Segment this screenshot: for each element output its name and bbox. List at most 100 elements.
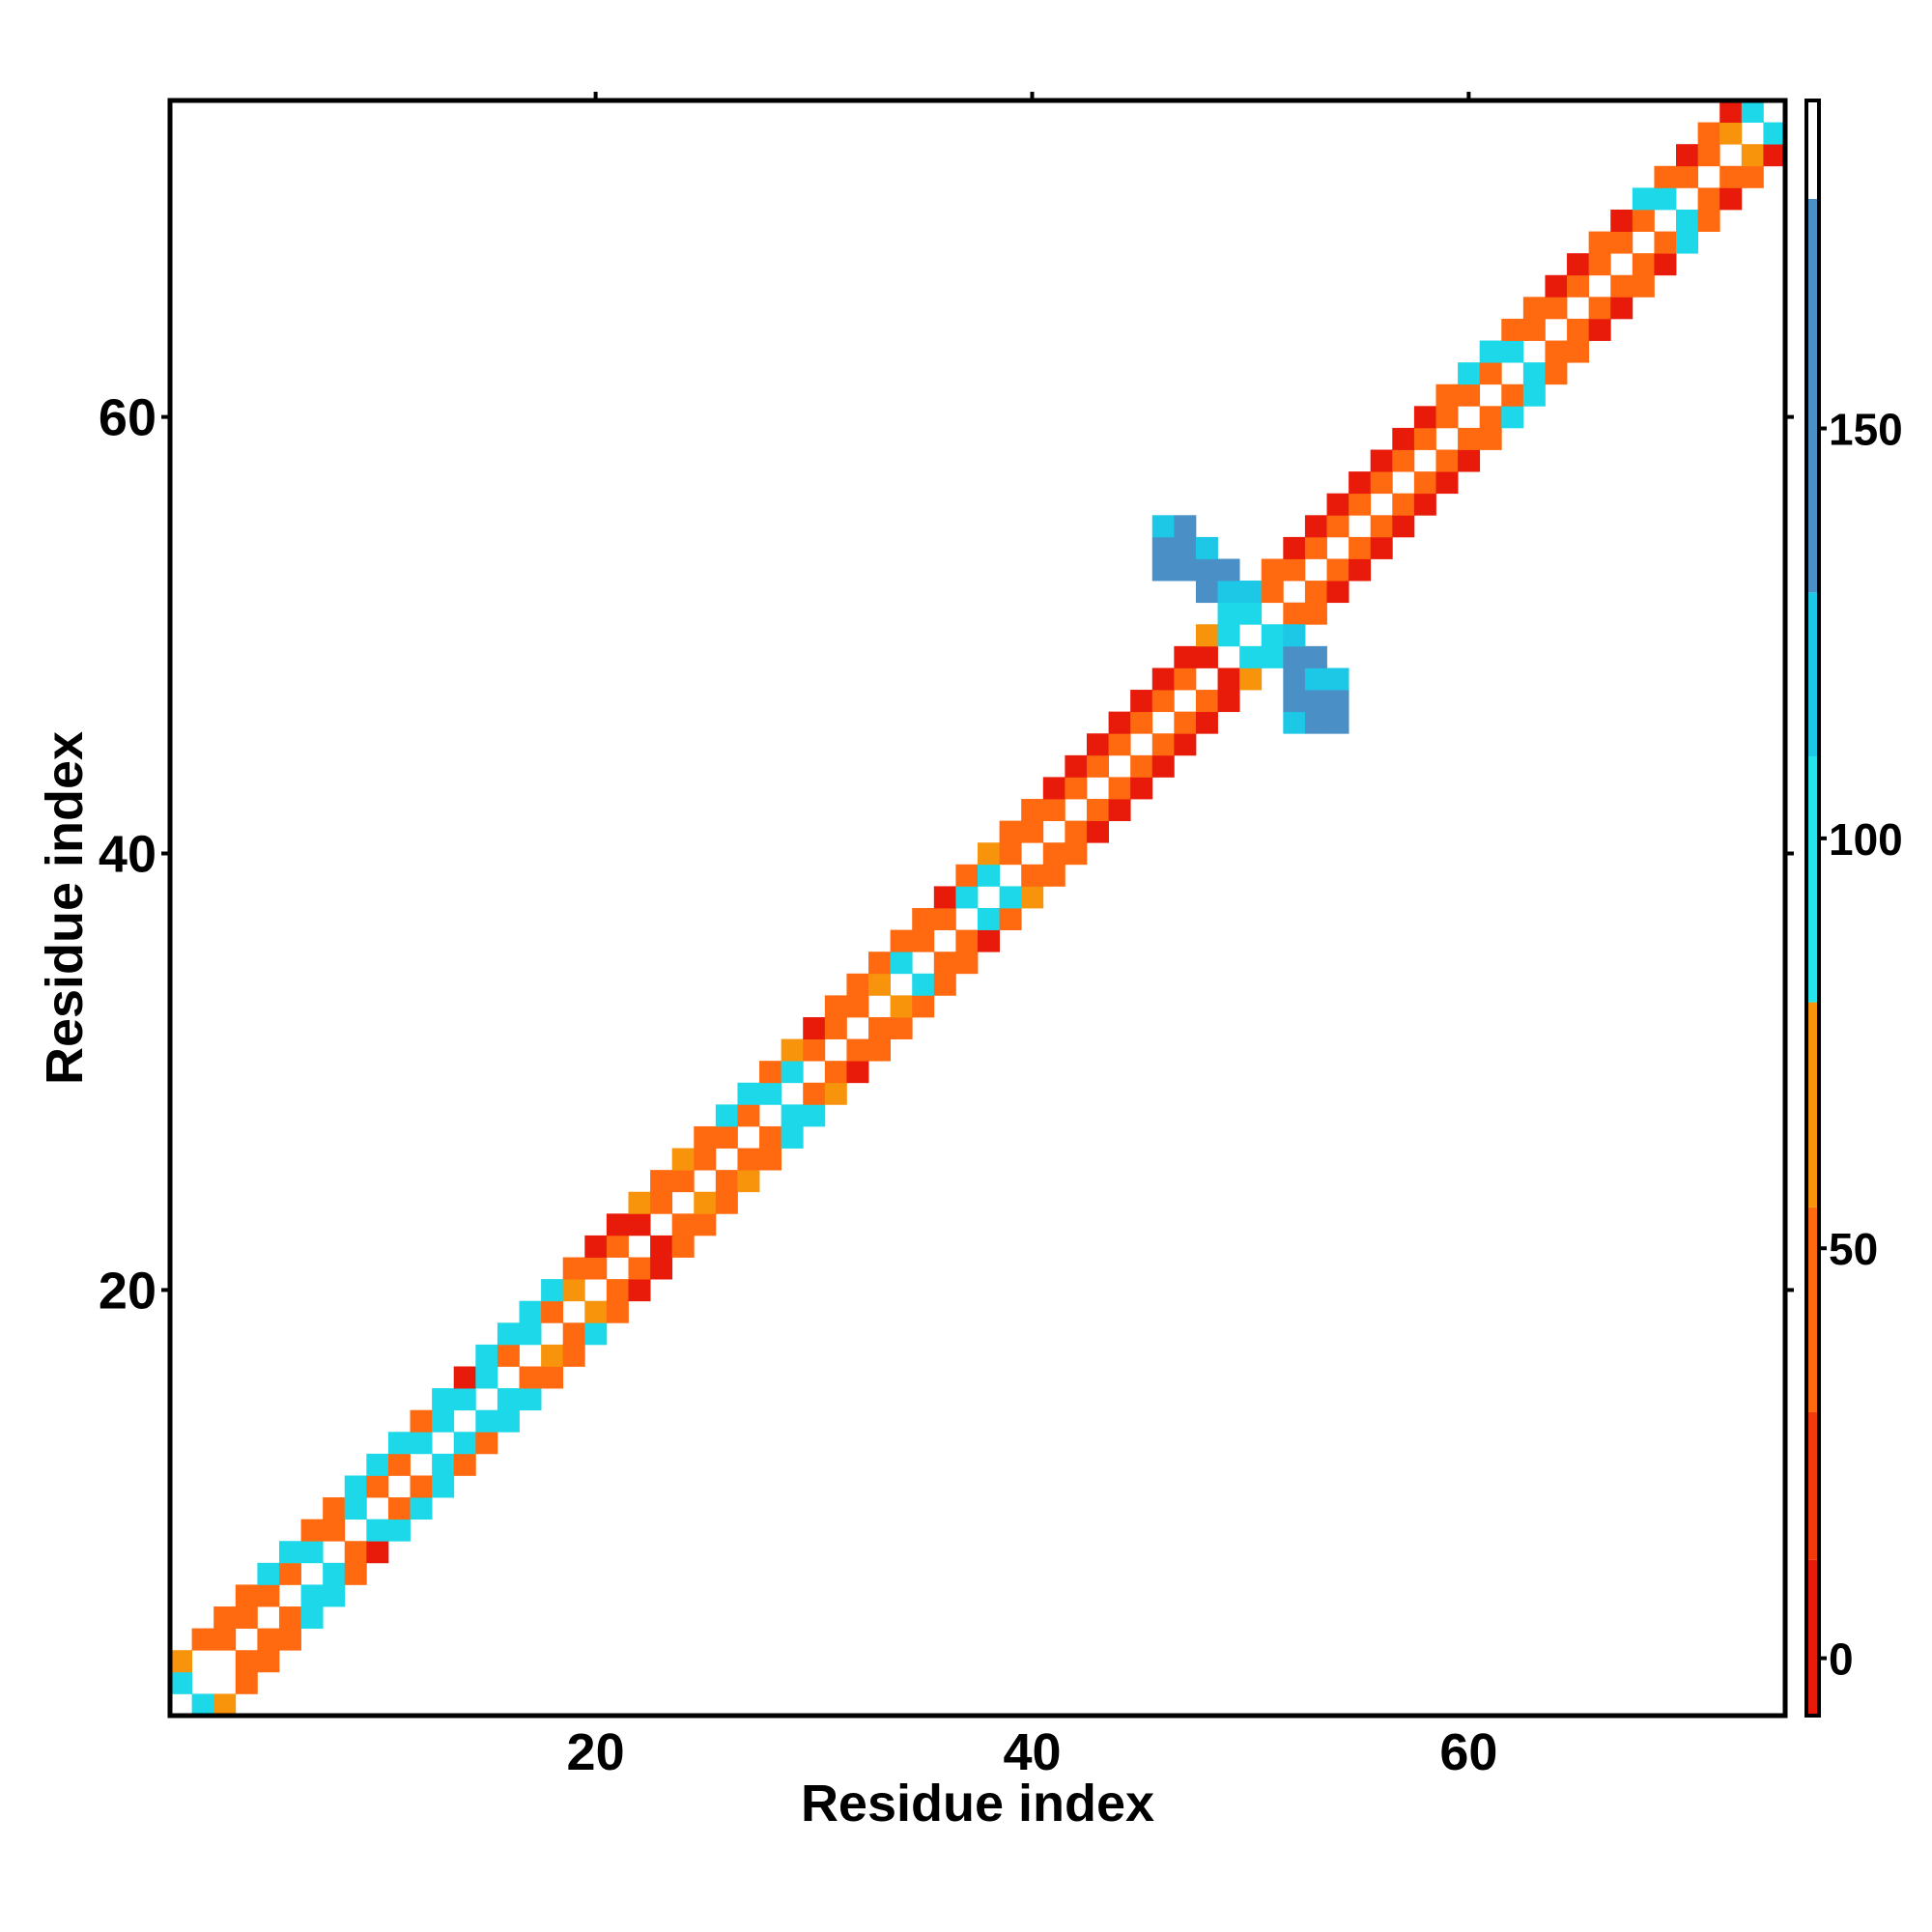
x-tick-label: 40 — [1003, 1723, 1061, 1781]
heatmap-cell — [606, 1279, 629, 1302]
heatmap-cell — [1217, 668, 1240, 691]
heatmap-cell — [955, 929, 979, 952]
heatmap-cell — [453, 1388, 476, 1411]
heatmap-cell — [1326, 515, 1350, 538]
heatmap-cell — [1479, 362, 1502, 385]
heatmap-cell — [1217, 581, 1240, 604]
heatmap-cell — [562, 1279, 585, 1302]
heatmap-cell — [1501, 384, 1524, 407]
heatmap-cell — [1413, 471, 1436, 495]
heatmap-cell — [1349, 558, 1372, 582]
heatmap-cell — [584, 1322, 608, 1346]
heatmap-cell — [213, 1606, 237, 1630]
y-tick-label: 40 — [99, 826, 156, 884]
heatmap-cell — [1304, 515, 1327, 538]
heatmap-cell — [1392, 493, 1415, 516]
heatmap-cell — [235, 1650, 258, 1673]
heatmap-cell — [1130, 711, 1153, 734]
heatmap-cell — [1174, 711, 1197, 734]
heatmap-cell — [1304, 581, 1327, 604]
x-tick-label: 60 — [1439, 1723, 1497, 1781]
heatmap-cell — [1501, 340, 1524, 363]
heatmap-cell — [1326, 558, 1350, 582]
heatmap-cell — [1567, 274, 1590, 298]
heatmap-cell — [323, 1497, 346, 1520]
heatmap-cell — [1413, 493, 1436, 516]
heatmap-cell — [1304, 711, 1327, 734]
heatmap-cell — [1151, 668, 1175, 691]
heatmap-cell — [541, 1344, 564, 1367]
heatmap-cell — [1174, 515, 1197, 538]
heatmap-cell — [955, 952, 979, 975]
heatmap-cell — [1522, 384, 1546, 407]
heatmap-cell — [606, 1300, 629, 1323]
x-axis-title: Residue index — [801, 1775, 1154, 1833]
heatmap-cell — [1435, 449, 1459, 472]
heatmap-cell — [1261, 581, 1284, 604]
heatmap-cell — [1522, 362, 1546, 385]
heatmap-cell — [1217, 558, 1240, 582]
heatmap-cell — [1283, 624, 1306, 647]
heatmap-cell — [1151, 536, 1175, 559]
heatmap-cell — [868, 973, 892, 996]
heatmap-cell — [1283, 558, 1306, 582]
heatmap-cell — [170, 1671, 192, 1694]
heatmap-cell — [344, 1541, 367, 1564]
heatmap-cell — [519, 1366, 542, 1389]
heatmap-cell — [1697, 187, 1720, 211]
heatmap-cell — [1130, 754, 1153, 778]
heatmap-cell — [1174, 536, 1197, 559]
heatmap-cell — [1588, 318, 1611, 341]
heatmap-cell — [868, 1016, 892, 1039]
heatmap-cell — [978, 929, 1000, 952]
heatmap-cell — [344, 1562, 367, 1585]
heatmap-cell — [978, 842, 1000, 866]
heatmap-cell — [912, 995, 935, 1018]
heatmap-cell — [694, 1213, 717, 1236]
heatmap-cell — [824, 1016, 847, 1039]
heatmap-cell — [737, 1170, 760, 1193]
heatmap-cell — [410, 1497, 433, 1520]
heatmap-cell — [1719, 187, 1743, 211]
heatmap-cell — [803, 1038, 826, 1062]
heatmap-cell — [1217, 602, 1240, 625]
colorbar-segment — [1806, 1411, 1819, 1560]
x-axis-ticks: 20 40 60 — [567, 92, 1497, 1781]
heatmap-cell — [584, 1300, 608, 1323]
heatmap-cell — [694, 1191, 717, 1214]
heatmap-cell — [387, 1432, 411, 1455]
heatmap-cell — [519, 1388, 542, 1411]
heatmap-cell — [1174, 558, 1197, 582]
colorbar-tick-label: 150 — [1829, 404, 1903, 454]
heatmap-cell — [1239, 581, 1263, 604]
heatmap-cell — [1065, 777, 1088, 800]
heatmap-cell — [1763, 122, 1786, 145]
heatmap-cell — [1326, 668, 1350, 691]
heatmap-cell — [999, 908, 1022, 930]
heatmap-cell — [323, 1562, 346, 1585]
colorbar-segment — [1806, 1207, 1819, 1412]
heatmap-cell — [846, 1038, 869, 1062]
heatmap-cell — [1676, 165, 1699, 188]
heatmap-cell — [453, 1453, 476, 1476]
heatmap-cell — [868, 952, 892, 975]
heatmap-cell — [1697, 209, 1720, 232]
heatmap-cell — [737, 1148, 760, 1171]
heatmap-cell — [1283, 690, 1306, 713]
heatmap-cell — [1042, 777, 1065, 800]
heatmap-cell — [1326, 690, 1350, 713]
heatmap-cell — [628, 1257, 651, 1280]
heatmap-cell — [1610, 209, 1634, 232]
heatmap-cell — [475, 1344, 498, 1367]
heatmap-cell — [1195, 711, 1218, 734]
heatmap-cell — [366, 1453, 389, 1476]
heatmap-cell — [432, 1453, 455, 1476]
heatmap-cell — [1261, 624, 1284, 647]
heatmap-cell — [410, 1475, 433, 1498]
heatmap-cell — [933, 973, 956, 996]
heatmap-cell — [1239, 602, 1263, 625]
heatmap-cell — [1021, 799, 1044, 822]
heatmap-cell — [1522, 318, 1546, 341]
heatmap-cell — [1567, 340, 1590, 363]
